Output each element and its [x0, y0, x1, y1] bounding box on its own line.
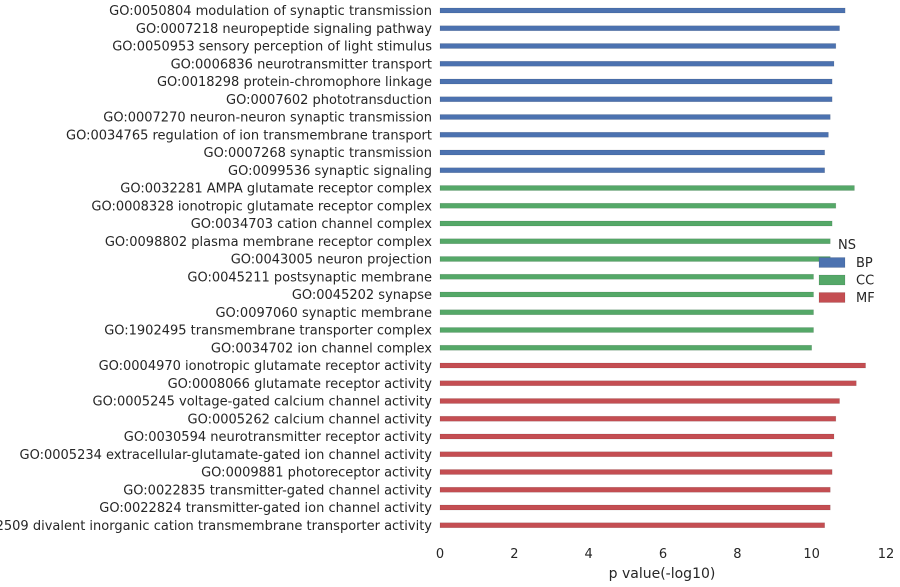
- bar-3: [439, 43, 837, 49]
- category-label-11: GO:0032281 AMPA glutamate receptor compl…: [120, 182, 432, 197]
- category-label-15: GO:0043005 neuron projection: [231, 253, 432, 268]
- category-label-14: GO:0098802 plasma membrane receptor comp…: [105, 235, 432, 250]
- bar-21: [439, 362, 866, 369]
- category-label-29: GO:0022824 transmitter-gated ion channel…: [99, 501, 432, 516]
- bar-5: [439, 78, 833, 85]
- bar-18: [439, 309, 814, 316]
- x-tick-label-8: 8: [733, 547, 741, 562]
- bar-8: [439, 131, 829, 138]
- category-label-1: GO:0050804 modulation of synaptic transm…: [109, 4, 432, 19]
- category-labels-group: GO:0050804 modulation of synaptic transm…: [0, 4, 432, 534]
- category-label-8: GO:0034765 regulation of ion transmembra…: [66, 128, 432, 143]
- legend-swatch-mf: [818, 292, 846, 303]
- bar-27: [439, 469, 833, 475]
- category-label-7: GO:0007270 neuron-neuron synaptic transm…: [103, 111, 432, 126]
- bar-23: [439, 398, 840, 404]
- category-label-24: GO:0005262 calcium channel activity: [188, 412, 433, 427]
- legend-swatch-cc: [818, 274, 846, 286]
- category-label-13: GO:0034703 cation channel complex: [191, 217, 433, 232]
- bar-26: [439, 451, 833, 458]
- category-label-5: GO:0018298 protein-chromophore linkage: [157, 75, 432, 90]
- bars-group: [439, 7, 866, 529]
- bar-11: [439, 185, 855, 191]
- x-tick-label-4: 4: [585, 547, 593, 562]
- category-label-2: GO:0007218 neuropeptide signaling pathwa…: [136, 22, 432, 37]
- x-axis-title: p value(-log10): [609, 566, 716, 582]
- x-tick-label-12: 12: [878, 547, 895, 562]
- x-tick-label-0: 0: [436, 547, 444, 562]
- bar-30: [439, 522, 825, 529]
- bar-28: [439, 486, 831, 493]
- bar-22: [439, 380, 857, 387]
- bar-6: [439, 96, 833, 103]
- category-label-10: GO:0099536 synaptic signaling: [228, 164, 432, 179]
- category-label-20: GO:0034702 ion channel complex: [211, 341, 432, 356]
- category-label-23: GO:0005245 voltage-gated calcium channel…: [93, 395, 433, 410]
- bar-9: [439, 149, 825, 156]
- category-label-26: GO:0005234 extracellular-glutamate-gated…: [20, 448, 433, 463]
- bar-24: [439, 415, 837, 422]
- category-label-4: GO:0006836 neurotransmitter transport: [171, 57, 432, 72]
- bar-14: [439, 238, 831, 245]
- x-tick-label-2: 2: [510, 547, 518, 562]
- category-label-3: GO:0050953 sensory perception of light s…: [112, 40, 432, 55]
- bar-13: [439, 220, 833, 227]
- bar-16: [439, 273, 814, 280]
- x-tick-labels-group: 0 2 4 6 8 10 12: [436, 547, 894, 562]
- category-label-21: GO:0004970 ionotropic glutamate receptor…: [99, 359, 433, 374]
- category-label-28: GO:0022835 transmitter-gated channel act…: [123, 483, 432, 498]
- bar-7: [439, 114, 831, 120]
- x-tick-label-10: 10: [803, 547, 820, 562]
- bar-19: [439, 327, 814, 333]
- bar-20: [439, 344, 812, 351]
- legend-label-mf: MF: [856, 291, 875, 306]
- bar-29: [439, 504, 831, 511]
- category-label-17: GO:0045202 synapse: [292, 288, 432, 303]
- category-label-6: GO:0007602 phototransduction: [226, 93, 432, 108]
- category-label-27: GO:0009881 photoreceptor activity: [201, 466, 432, 481]
- legend-label-cc: CC: [856, 274, 874, 289]
- category-label-16: GO:0045211 postsynaptic membrane: [187, 270, 432, 285]
- category-label-22: GO:0008066 glutamate receptor activity: [168, 377, 433, 392]
- x-tick-label-6: 6: [659, 547, 667, 562]
- legend: NS BP CC MF: [818, 238, 875, 306]
- bar-1: [439, 7, 846, 14]
- category-label-19: GO:1902495 transmembrane transporter com…: [104, 324, 432, 339]
- bar-10: [439, 167, 825, 174]
- category-label-30: GO:0072509 divalent inorganic cation tra…: [0, 519, 432, 534]
- bar-12: [439, 202, 837, 209]
- bar-17: [439, 291, 814, 298]
- bar-4: [439, 60, 835, 67]
- category-label-18: GO:0097060 synaptic membrane: [215, 306, 432, 321]
- bar-25: [439, 433, 835, 440]
- bar-2: [439, 25, 840, 32]
- legend-title: NS: [838, 238, 856, 253]
- legend-label-bp: BP: [856, 256, 873, 271]
- bar-15: [439, 256, 831, 262]
- category-label-9: GO:0007268 synaptic transmission: [204, 146, 432, 161]
- category-label-12: GO:0008328 ionotropic glutamate receptor…: [91, 199, 432, 214]
- category-label-25: GO:0030594 neurotransmitter receptor act…: [124, 430, 433, 445]
- legend-swatch-bp: [818, 257, 846, 268]
